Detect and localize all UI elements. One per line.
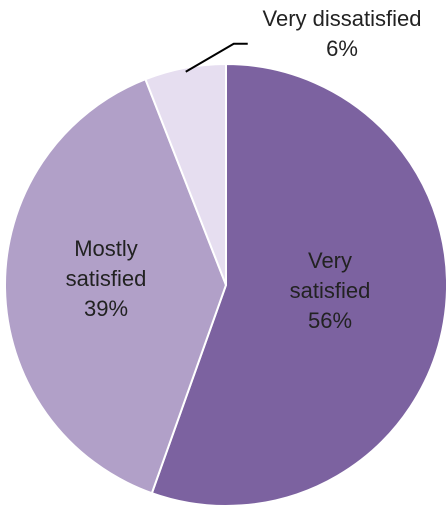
slice-label-very-satisfied-line2: satisfied xyxy=(289,278,371,303)
slice-label-mostly-satisfied-line2: satisfied xyxy=(65,266,147,291)
slice-label-mostly-satisfied-percent: 39% xyxy=(83,296,129,321)
leader-line-very-dissatisfied xyxy=(185,42,248,73)
slice-label-very-dissatisfied-percent: 6% xyxy=(326,36,358,61)
slice-label-mostly-satisfied-line1: Mostly xyxy=(74,236,138,261)
slice-label-very-dissatisfied-line1: Very dissatisfied xyxy=(262,6,422,31)
slice-very-dissatisfied xyxy=(144,62,227,286)
slice-mostly-satisfied xyxy=(4,77,228,495)
slice-label-very-satisfied: Very satisfied 56% xyxy=(260,246,400,336)
slice-label-very-satisfied-percent: 56% xyxy=(307,308,353,333)
slice-label-very-dissatisfied: Very dissatisfied 6% xyxy=(240,4,444,64)
slice-label-very-satisfied-line1: Very xyxy=(307,248,353,273)
slice-very-satisfied xyxy=(150,62,446,507)
slice-label-mostly-satisfied: Mostly satisfied 39% xyxy=(36,234,176,324)
